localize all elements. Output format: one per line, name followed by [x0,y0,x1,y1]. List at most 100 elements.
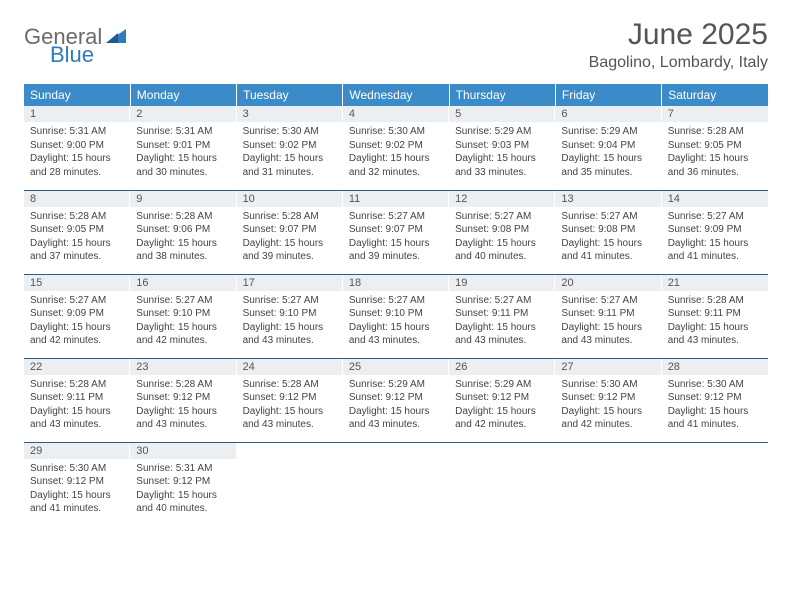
sunset-line: Sunset: 9:12 PM [668,391,762,405]
day-number: 14 [662,191,768,207]
day-number: 9 [130,191,236,207]
day-body: Sunrise: 5:31 AMSunset: 9:00 PMDaylight:… [24,122,130,183]
day-number: 4 [343,106,449,122]
daylight-line-1: Daylight: 15 hours [136,237,230,251]
daylight-line-2: and 40 minutes. [136,502,230,516]
calendar-day-cell: 26Sunrise: 5:29 AMSunset: 9:12 PMDayligh… [449,358,555,442]
day-body: Sunrise: 5:28 AMSunset: 9:07 PMDaylight:… [237,207,343,268]
daylight-line-2: and 43 minutes. [349,334,443,348]
day-body: Sunrise: 5:28 AMSunset: 9:05 PMDaylight:… [662,122,768,183]
daylight-line-2: and 43 minutes. [668,334,762,348]
day-body: Sunrise: 5:28 AMSunset: 9:12 PMDaylight:… [130,375,236,436]
sunrise-line: Sunrise: 5:28 AM [136,378,230,392]
day-number: 17 [237,275,343,291]
sunset-line: Sunset: 9:12 PM [136,391,230,405]
calendar-day-cell: 7Sunrise: 5:28 AMSunset: 9:05 PMDaylight… [662,106,768,190]
day-header-wednesday: Wednesday [343,84,449,106]
sunset-line: Sunset: 9:00 PM [30,139,124,153]
calendar-day-cell: 5Sunrise: 5:29 AMSunset: 9:03 PMDaylight… [449,106,555,190]
sunrise-line: Sunrise: 5:29 AM [455,125,549,139]
sunrise-line: Sunrise: 5:27 AM [561,210,655,224]
day-header-row: Sunday Monday Tuesday Wednesday Thursday… [24,84,768,106]
sunrise-line: Sunrise: 5:28 AM [668,294,762,308]
calendar-day-cell: 1Sunrise: 5:31 AMSunset: 9:00 PMDaylight… [24,106,130,190]
daylight-line-1: Daylight: 15 hours [243,152,337,166]
calendar-day-cell: 30Sunrise: 5:31 AMSunset: 9:12 PMDayligh… [130,442,236,526]
calendar-day-cell: 29Sunrise: 5:30 AMSunset: 9:12 PMDayligh… [24,442,130,526]
sunrise-line: Sunrise: 5:28 AM [30,210,124,224]
calendar-week-row: 8Sunrise: 5:28 AMSunset: 9:05 PMDaylight… [24,190,768,274]
daylight-line-1: Daylight: 15 hours [30,489,124,503]
sunset-line: Sunset: 9:02 PM [243,139,337,153]
daylight-line-2: and 43 minutes. [30,418,124,432]
daylight-line-2: and 43 minutes. [136,418,230,432]
sunset-line: Sunset: 9:11 PM [668,307,762,321]
day-number: 11 [343,191,449,207]
daylight-line-1: Daylight: 15 hours [668,405,762,419]
day-header-monday: Monday [130,84,236,106]
sunrise-line: Sunrise: 5:27 AM [455,294,549,308]
daylight-line-2: and 32 minutes. [349,166,443,180]
daylight-line-1: Daylight: 15 hours [243,237,337,251]
daylight-line-1: Daylight: 15 hours [136,321,230,335]
sunrise-line: Sunrise: 5:29 AM [561,125,655,139]
day-body: Sunrise: 5:31 AMSunset: 9:01 PMDaylight:… [130,122,236,183]
day-number: 22 [24,359,130,375]
daylight-line-2: and 37 minutes. [30,250,124,264]
sunset-line: Sunset: 9:08 PM [561,223,655,237]
calendar-page: General Blue June 2025 Bagolino, Lombard… [0,0,792,544]
calendar-day-cell: 19Sunrise: 5:27 AMSunset: 9:11 PMDayligh… [449,274,555,358]
daylight-line-2: and 41 minutes. [30,502,124,516]
daylight-line-1: Daylight: 15 hours [561,237,655,251]
calendar-day-cell: 20Sunrise: 5:27 AMSunset: 9:11 PMDayligh… [555,274,661,358]
day-number: 8 [24,191,130,207]
day-body: Sunrise: 5:29 AMSunset: 9:04 PMDaylight:… [555,122,661,183]
sunset-line: Sunset: 9:06 PM [136,223,230,237]
calendar-day-cell: 24Sunrise: 5:28 AMSunset: 9:12 PMDayligh… [237,358,343,442]
daylight-line-1: Daylight: 15 hours [349,152,443,166]
daylight-line-1: Daylight: 15 hours [668,152,762,166]
page-header: General Blue June 2025 Bagolino, Lombard… [24,18,768,72]
calendar-day-cell: 18Sunrise: 5:27 AMSunset: 9:10 PMDayligh… [343,274,449,358]
day-body: Sunrise: 5:31 AMSunset: 9:12 PMDaylight:… [130,459,236,520]
daylight-line-2: and 43 minutes. [561,334,655,348]
sunset-line: Sunset: 9:10 PM [243,307,337,321]
daylight-line-2: and 31 minutes. [243,166,337,180]
sunrise-line: Sunrise: 5:31 AM [136,462,230,476]
calendar-day-cell: 13Sunrise: 5:27 AMSunset: 9:08 PMDayligh… [555,190,661,274]
day-body: Sunrise: 5:30 AMSunset: 9:12 PMDaylight:… [662,375,768,436]
day-body: Sunrise: 5:27 AMSunset: 9:08 PMDaylight:… [449,207,555,268]
day-body: Sunrise: 5:29 AMSunset: 9:12 PMDaylight:… [343,375,449,436]
day-number: 21 [662,275,768,291]
daylight-line-1: Daylight: 15 hours [455,237,549,251]
sunrise-line: Sunrise: 5:27 AM [349,294,443,308]
day-body: Sunrise: 5:27 AMSunset: 9:08 PMDaylight:… [555,207,661,268]
daylight-line-2: and 38 minutes. [136,250,230,264]
calendar-table: Sunday Monday Tuesday Wednesday Thursday… [24,84,768,526]
day-body: Sunrise: 5:27 AMSunset: 9:07 PMDaylight:… [343,207,449,268]
sunrise-line: Sunrise: 5:27 AM [30,294,124,308]
day-number: 10 [237,191,343,207]
calendar-day-cell [449,442,555,526]
sunrise-line: Sunrise: 5:30 AM [243,125,337,139]
calendar-day-cell: 22Sunrise: 5:28 AMSunset: 9:11 PMDayligh… [24,358,130,442]
daylight-line-1: Daylight: 15 hours [30,405,124,419]
day-number: 23 [130,359,236,375]
sunrise-line: Sunrise: 5:28 AM [243,378,337,392]
daylight-line-1: Daylight: 15 hours [668,237,762,251]
daylight-line-1: Daylight: 15 hours [668,321,762,335]
calendar-day-cell: 17Sunrise: 5:27 AMSunset: 9:10 PMDayligh… [237,274,343,358]
sunset-line: Sunset: 9:12 PM [349,391,443,405]
sunset-line: Sunset: 9:07 PM [243,223,337,237]
daylight-line-2: and 42 minutes. [561,418,655,432]
daylight-line-2: and 43 minutes. [243,334,337,348]
sunset-line: Sunset: 9:12 PM [455,391,549,405]
day-header-sunday: Sunday [24,84,130,106]
sunset-line: Sunset: 9:09 PM [30,307,124,321]
sunset-line: Sunset: 9:07 PM [349,223,443,237]
day-body: Sunrise: 5:29 AMSunset: 9:12 PMDaylight:… [449,375,555,436]
calendar-week-row: 29Sunrise: 5:30 AMSunset: 9:12 PMDayligh… [24,442,768,526]
daylight-line-2: and 33 minutes. [455,166,549,180]
day-number: 16 [130,275,236,291]
sunrise-line: Sunrise: 5:27 AM [455,210,549,224]
